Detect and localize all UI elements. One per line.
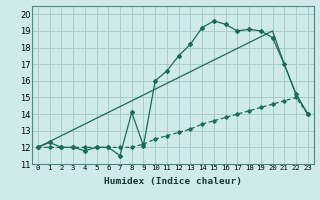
- X-axis label: Humidex (Indice chaleur): Humidex (Indice chaleur): [104, 177, 242, 186]
